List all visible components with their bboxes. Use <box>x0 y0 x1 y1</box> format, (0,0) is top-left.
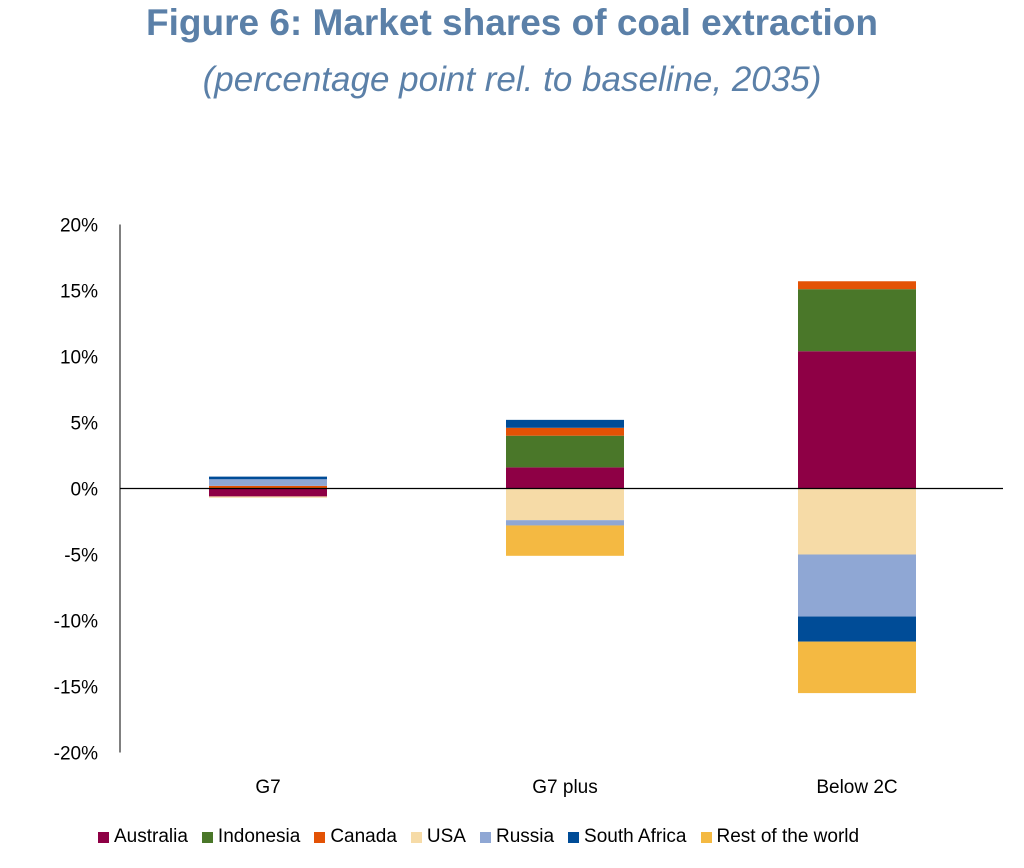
chart-subtitle: (percentage point rel. to baseline, 2035… <box>202 60 822 99</box>
bar-segment-usa <box>798 488 916 555</box>
bar-segment-russia <box>798 554 916 617</box>
x-tick-label: G7 plus <box>532 777 597 798</box>
y-tick-label: -20% <box>54 744 98 765</box>
y-tick-label: 10% <box>60 348 98 369</box>
bar-segment-australia <box>506 467 624 489</box>
y-tick-label: -15% <box>54 678 98 699</box>
bar-segment-australia <box>798 351 916 489</box>
legend-swatch <box>410 831 422 843</box>
y-tick-label: 5% <box>71 414 99 435</box>
legend-swatch <box>479 831 491 843</box>
legend-item: Rest of the world <box>700 826 860 848</box>
bar-segment-rest-of-the-world <box>798 641 916 694</box>
bar-segment-australia <box>209 488 327 497</box>
bar-segment-russia <box>506 520 624 526</box>
bar-segment-canada <box>506 427 624 436</box>
legend-swatch <box>568 831 580 843</box>
legend-item: South Africa <box>568 826 687 848</box>
legend-swatch <box>700 831 712 843</box>
chart-title: Figure 6: Market shares of coal extracti… <box>145 2 878 43</box>
legend-swatch <box>201 831 213 843</box>
bar-segment-south-africa <box>798 616 916 642</box>
y-tick-label: -10% <box>54 612 98 633</box>
x-tick-label: G7 <box>255 777 280 798</box>
bar-segment-rest-of-the-world <box>506 525 624 556</box>
legend: Australia Indonesia Canada USA Russia South A… <box>98 826 859 848</box>
y-tick-label: 20% <box>60 216 98 237</box>
legend-swatch <box>314 831 326 843</box>
legend-item: Russia <box>479 826 555 848</box>
legend-label: Rest of the world <box>716 826 860 847</box>
y-tick-label: -5% <box>64 546 98 567</box>
bar-segment-south-africa <box>506 419 624 428</box>
legend-item: USA <box>410 826 466 848</box>
bar-segment-usa <box>506 488 624 521</box>
bar-segment-canada <box>209 485 327 489</box>
legend-swatch <box>98 831 109 843</box>
y-tick-label: 0% <box>71 480 99 501</box>
legend-label: Russia <box>495 826 555 847</box>
legend-label: Canada <box>330 826 397 847</box>
legend-label: USA <box>426 826 466 847</box>
bar-segment-usa <box>209 496 327 498</box>
x-tick-label: Below 2C <box>816 777 897 798</box>
bar-segment-indonesia <box>506 435 624 468</box>
bar-segment-south-africa <box>209 476 327 480</box>
legend-item: Canada <box>314 826 397 848</box>
legend-item: Indonesia <box>201 826 301 848</box>
bar-segment-canada <box>798 281 916 290</box>
legend-label: Australia <box>114 826 188 847</box>
legend-item: Australia <box>98 826 188 848</box>
bar-segment-russia <box>209 479 327 486</box>
bar-segment-indonesia <box>798 289 916 352</box>
legend-label: Indonesia <box>217 826 301 847</box>
y-tick-label: 15% <box>60 282 98 303</box>
legend-label: South Africa <box>584 826 687 847</box>
